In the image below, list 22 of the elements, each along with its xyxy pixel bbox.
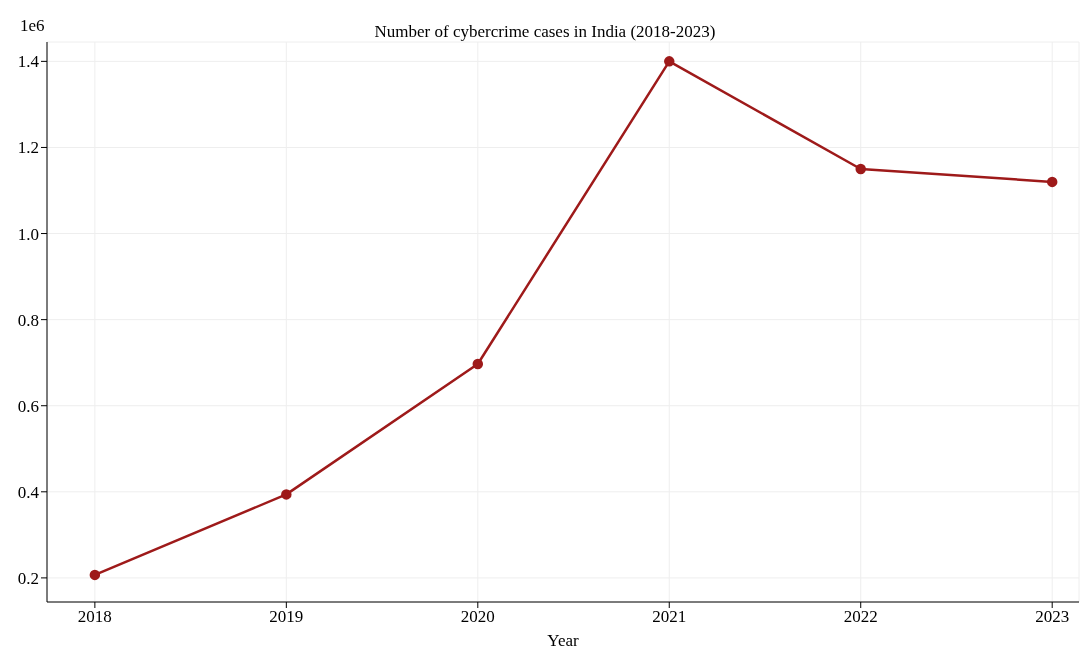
y-tick-label: 1.2 bbox=[17, 138, 39, 158]
y-tick-label: 1.0 bbox=[17, 224, 39, 244]
x-tick-label: 2022 bbox=[843, 607, 878, 627]
y-tick-label: 0.6 bbox=[17, 396, 39, 416]
y-axis-title: 1e6 bbox=[20, 16, 45, 36]
x-tick-label: 2020 bbox=[460, 607, 495, 627]
x-axis-title: Year bbox=[547, 631, 579, 650]
y-tick-label: 0.4 bbox=[17, 482, 40, 502]
point bbox=[281, 489, 292, 500]
x-tick-label: 2023 bbox=[1035, 607, 1070, 627]
y-tick-label: 0.8 bbox=[17, 310, 39, 330]
y-tick-label: 0.2 bbox=[17, 568, 39, 588]
x-tick-label: 2021 bbox=[652, 607, 687, 627]
point bbox=[1046, 176, 1058, 188]
point bbox=[664, 56, 675, 67]
y-tick-label: 1.4 bbox=[17, 52, 40, 72]
x-tick-label: 2018 bbox=[77, 607, 112, 627]
chart-title: Number of cybercrime cases in India (2018-2023) bbox=[374, 22, 716, 41]
point bbox=[472, 358, 484, 370]
x-tick-label: 2019 bbox=[269, 607, 304, 627]
point bbox=[855, 163, 866, 175]
point bbox=[89, 569, 101, 581]
